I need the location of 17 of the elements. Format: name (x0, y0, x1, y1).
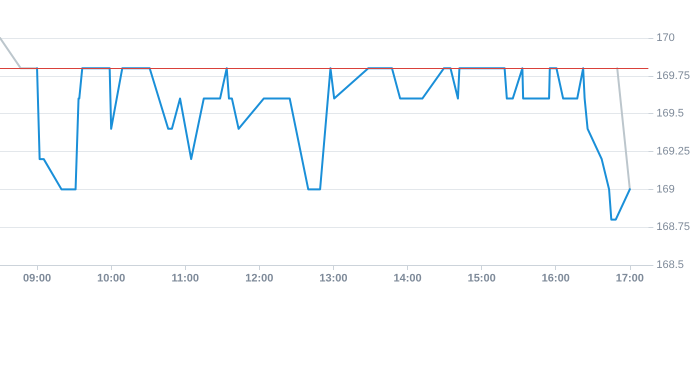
y-tick-label: 169.75 (656, 70, 690, 82)
y-tick-label: 169.25 (656, 146, 690, 158)
x-tick-label: 17:00 (616, 272, 644, 284)
x-tick-label: 12:00 (245, 272, 274, 284)
y-tick-label: 168.75 (656, 221, 690, 234)
x-tick-label: 16:00 (542, 272, 570, 284)
x-tick-label: 13:00 (319, 272, 348, 284)
x-tick-label: 11:00 (171, 272, 200, 284)
y-tick-label: 169.5 (656, 108, 684, 120)
y-tick-label: 168.5 (656, 259, 684, 271)
x-tick-label: 10:00 (97, 272, 126, 284)
line-series (36, 67, 631, 221)
x-tick-label: 14:00 (393, 272, 422, 284)
x-tick-label: 15:00 (468, 272, 496, 284)
y-tick-label: 169 (656, 183, 675, 196)
x-tick-label: 09:00 (22, 272, 52, 284)
y-tick-label: 170 (656, 32, 675, 44)
